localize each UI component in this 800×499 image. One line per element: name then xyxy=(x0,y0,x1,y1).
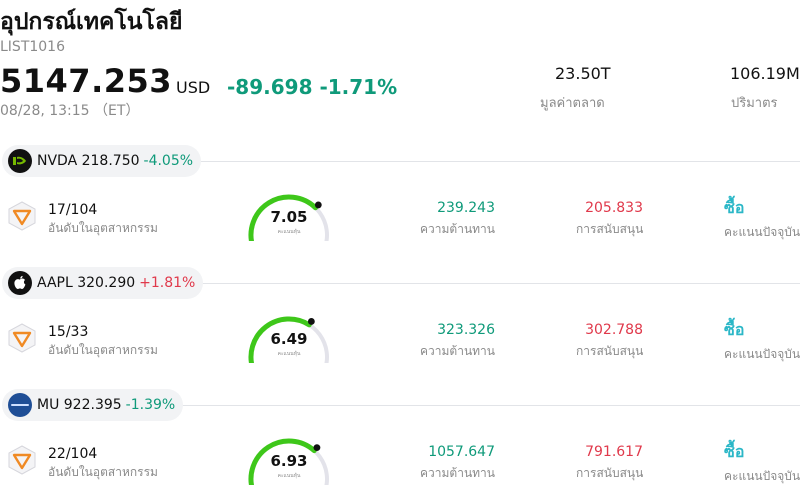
market-cap-label: มูลค่าตลาด xyxy=(540,96,605,111)
rating-label: คะแนนปัจจุบัน xyxy=(724,225,800,239)
stock-pill[interactable]: NVDA 218.750 -4.05% xyxy=(2,145,202,177)
rank-badge-icon xyxy=(8,201,36,231)
divider xyxy=(202,283,800,284)
score-gauge xyxy=(248,194,329,241)
stock-score: 6.49 xyxy=(270,330,308,348)
stock-pill[interactable]: MU 922.395 -1.39% xyxy=(2,389,184,421)
quote-time: 08/28, 13:15 （ET） xyxy=(0,103,140,119)
stock-change: +1.81% xyxy=(139,275,196,291)
stock-change: -1.39% xyxy=(125,397,176,413)
stock-section: NVDA 218.750 -4.05% 17/104 อันดับในอุตสา… xyxy=(0,145,800,265)
rating-value: ซื้อ xyxy=(724,442,745,461)
apple-logo-icon xyxy=(8,271,32,295)
rating-label: คะแนนปัจจุบัน xyxy=(724,347,800,361)
support-value: 302.788 xyxy=(585,322,643,338)
support-value: 791.617 xyxy=(585,444,643,460)
industry-rank: 17/104 xyxy=(48,202,98,218)
market-cap-value: 23.50T xyxy=(555,64,611,83)
rating-value: ซื้อ xyxy=(724,198,745,217)
stock-pill[interactable]: AAPL 320.290 +1.81% xyxy=(2,267,204,299)
rating-value: ซื้อ xyxy=(724,320,745,339)
divider xyxy=(182,405,800,406)
stock-change: -4.05% xyxy=(143,153,194,169)
currency-label: USD xyxy=(176,78,211,97)
resistance-label: ความต้านทาน xyxy=(420,344,495,358)
rating-label: คะแนนปัจจุบัน xyxy=(724,469,800,483)
divider xyxy=(199,161,800,162)
resistance-label: ความต้านทาน xyxy=(420,466,495,480)
volume-value: 106.19M xyxy=(730,64,800,83)
resistance-label: ความต้านทาน xyxy=(420,222,495,236)
gauge-marker xyxy=(307,318,315,325)
page-title: อุปกรณ์เทคโนโลยี xyxy=(0,9,183,35)
support-value: 205.833 xyxy=(585,200,643,216)
industry-rank-label: อันดับในอุตสาหกรรม xyxy=(48,343,158,357)
score-gauge xyxy=(248,438,329,485)
stock-score-label: คะแนนหุ้น xyxy=(277,351,301,357)
rank-badge-icon xyxy=(8,445,36,475)
stock-symbol-price: MU 922.395 xyxy=(37,397,122,413)
gauge-marker xyxy=(314,201,322,209)
stock-symbol-price: AAPL 320.290 xyxy=(37,275,136,291)
industry-rank-label: อันดับในอุตสาหกรรม xyxy=(48,221,158,235)
nvidia-logo-icon xyxy=(8,149,32,173)
stock-section: AAPL 320.290 +1.81% 15/33 อันดับในอุตสาห… xyxy=(0,267,800,387)
micron-logo-icon xyxy=(8,393,32,417)
stock-score: 6.93 xyxy=(270,452,308,470)
resistance-value: 323.326 xyxy=(437,322,495,338)
gauge-marker xyxy=(313,444,321,452)
volume-label: ปริมาตร xyxy=(731,96,778,111)
industry-rank: 15/33 xyxy=(48,324,89,340)
gauge-fill xyxy=(248,194,319,241)
gauge-fill xyxy=(248,316,312,363)
stock-score-label: คะแนนหุ้น xyxy=(277,229,301,235)
stock-symbol-price: NVDA 218.750 xyxy=(37,153,140,169)
price-change: -89.698 -1.71% xyxy=(227,75,398,99)
support-label: การสนับสนุน xyxy=(576,222,644,236)
support-label: การสนับสนุน xyxy=(576,466,644,480)
industry-rank: 22/104 xyxy=(48,446,98,462)
gauge-fill xyxy=(248,438,317,485)
resistance-value: 239.243 xyxy=(437,200,495,216)
industry-rank-label: อันดับในอุตสาหกรรม xyxy=(48,465,158,479)
stock-score-label: คะแนนหุ้น xyxy=(277,473,301,479)
index-price: 5147.253 xyxy=(0,62,173,100)
resistance-value: 1057.647 xyxy=(428,444,495,460)
rank-badge-icon xyxy=(8,323,36,353)
index-code: LIST1016 xyxy=(0,39,65,55)
stock-score: 7.05 xyxy=(270,208,308,226)
score-gauge xyxy=(248,316,329,363)
support-label: การสนับสนุน xyxy=(576,344,644,358)
stock-section: MU 922.395 -1.39% 22/104 อันดับในอุตสาหก… xyxy=(0,389,800,499)
